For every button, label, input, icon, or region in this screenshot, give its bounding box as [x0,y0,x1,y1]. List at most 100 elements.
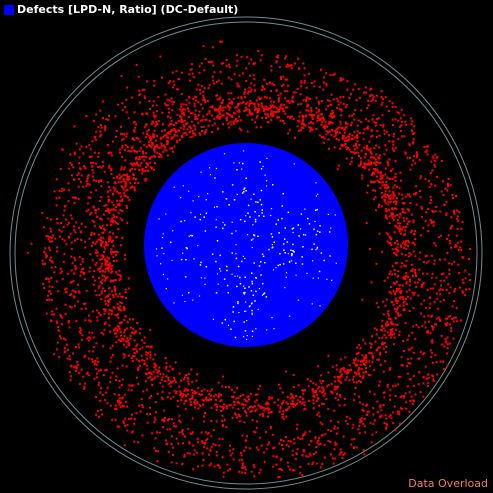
outer-defect-point [305,114,307,117]
outer-defect-point [75,367,78,370]
outer-defect-point [394,179,397,182]
outer-defect-point [339,101,342,104]
outer-defect-point [367,163,370,166]
outer-defect-point [80,145,83,148]
outer-defect-point [112,186,115,189]
outer-defect-point [280,469,283,472]
outer-defect-point [161,123,164,126]
outer-defect-point [371,156,374,159]
outer-defect-point [355,373,358,376]
outer-defect-point [394,146,397,149]
outer-defect-point [382,313,385,316]
outer-defect-point [132,328,135,331]
outer-defect-point [104,229,107,232]
outer-defect-point [123,307,125,310]
center-defect-point [278,232,280,234]
center-defect-point [305,234,307,236]
outer-defect-point [389,329,392,331]
outer-defect-point [138,332,141,335]
outer-defect-point [167,115,169,118]
outer-defect-point [353,130,356,133]
outer-defect-point [188,126,191,128]
outer-defect-point [158,369,160,372]
outer-defect-point [327,384,330,386]
outer-defect-point [287,132,290,135]
outer-defect-point [293,62,296,65]
outer-defect-point [100,265,103,268]
center-defect-point [235,257,238,260]
outer-defect-point [131,331,134,334]
outer-defect-point [296,88,299,90]
outer-defect-point [377,117,380,120]
outer-defect-point [419,177,422,180]
center-defect-point [262,282,264,285]
outer-defect-point [162,150,165,153]
outer-defect-point [240,451,243,454]
outer-defect-point [373,393,376,396]
outer-defect-point [207,453,210,456]
outer-defect-point [454,288,457,290]
outer-defect-point [56,348,59,351]
outer-defect-point [329,419,332,422]
outer-defect-point [134,157,137,160]
outer-defect-point [205,396,208,399]
outer-defect-point [442,272,445,275]
outer-defect-point [175,462,178,465]
center-defect-point [293,251,295,253]
outer-defect-point [189,130,191,133]
outer-defect-point [69,232,72,235]
outer-defect-point [333,448,336,451]
outer-defect-point [409,348,412,351]
outer-defect-point [430,315,433,317]
center-defect-point [243,293,246,295]
center-defect-point [253,193,255,195]
outer-defect-point [217,79,220,82]
outer-defect-point [117,192,120,195]
center-defect-point [251,282,254,285]
outer-defect-point [369,156,372,159]
outer-defect-point [165,362,168,365]
outer-defect-point [292,386,295,389]
outer-defect-point [400,395,403,398]
outer-defect-point [308,452,311,455]
outer-defect-point [369,147,372,150]
outer-defect-point [391,105,394,108]
outer-defect-point [340,373,343,376]
outer-defect-point [73,151,76,154]
outer-defect-point [224,386,227,389]
outer-defect-point [243,90,246,93]
outer-defect-point [342,435,345,438]
outer-defect-point [126,207,128,209]
outer-defect-point [358,143,361,146]
center-defect-point [216,205,218,208]
outer-defect-point [297,119,300,122]
outer-defect-point [368,140,371,143]
outer-defect-point [170,443,173,445]
outer-defect-point [310,121,313,124]
outer-defect-point [395,300,398,303]
outer-defect-point [317,439,320,442]
outer-defect-point [343,452,346,455]
outer-defect-point [329,390,332,393]
outer-defect-point [458,286,461,289]
outer-defect-point [70,247,73,250]
outer-defect-point [356,134,358,136]
outer-defect-point [197,101,200,104]
outer-defect-point [118,202,121,205]
outer-defect-point [391,216,394,219]
outer-defect-point [353,118,356,121]
outer-defect-point [409,278,411,281]
outer-defect-point [412,219,415,222]
outer-defect-point [333,388,336,391]
outer-defect-point [280,457,283,460]
outer-defect-point [173,83,176,86]
outer-defect-point [155,121,158,123]
outer-defect-point [395,197,398,200]
outer-defect-point [353,393,356,396]
outer-defect-point [196,117,199,120]
outer-defect-point [115,335,118,338]
outer-defect-point [181,136,184,139]
outer-defect-point [394,328,397,331]
outer-defect-point [126,429,129,432]
